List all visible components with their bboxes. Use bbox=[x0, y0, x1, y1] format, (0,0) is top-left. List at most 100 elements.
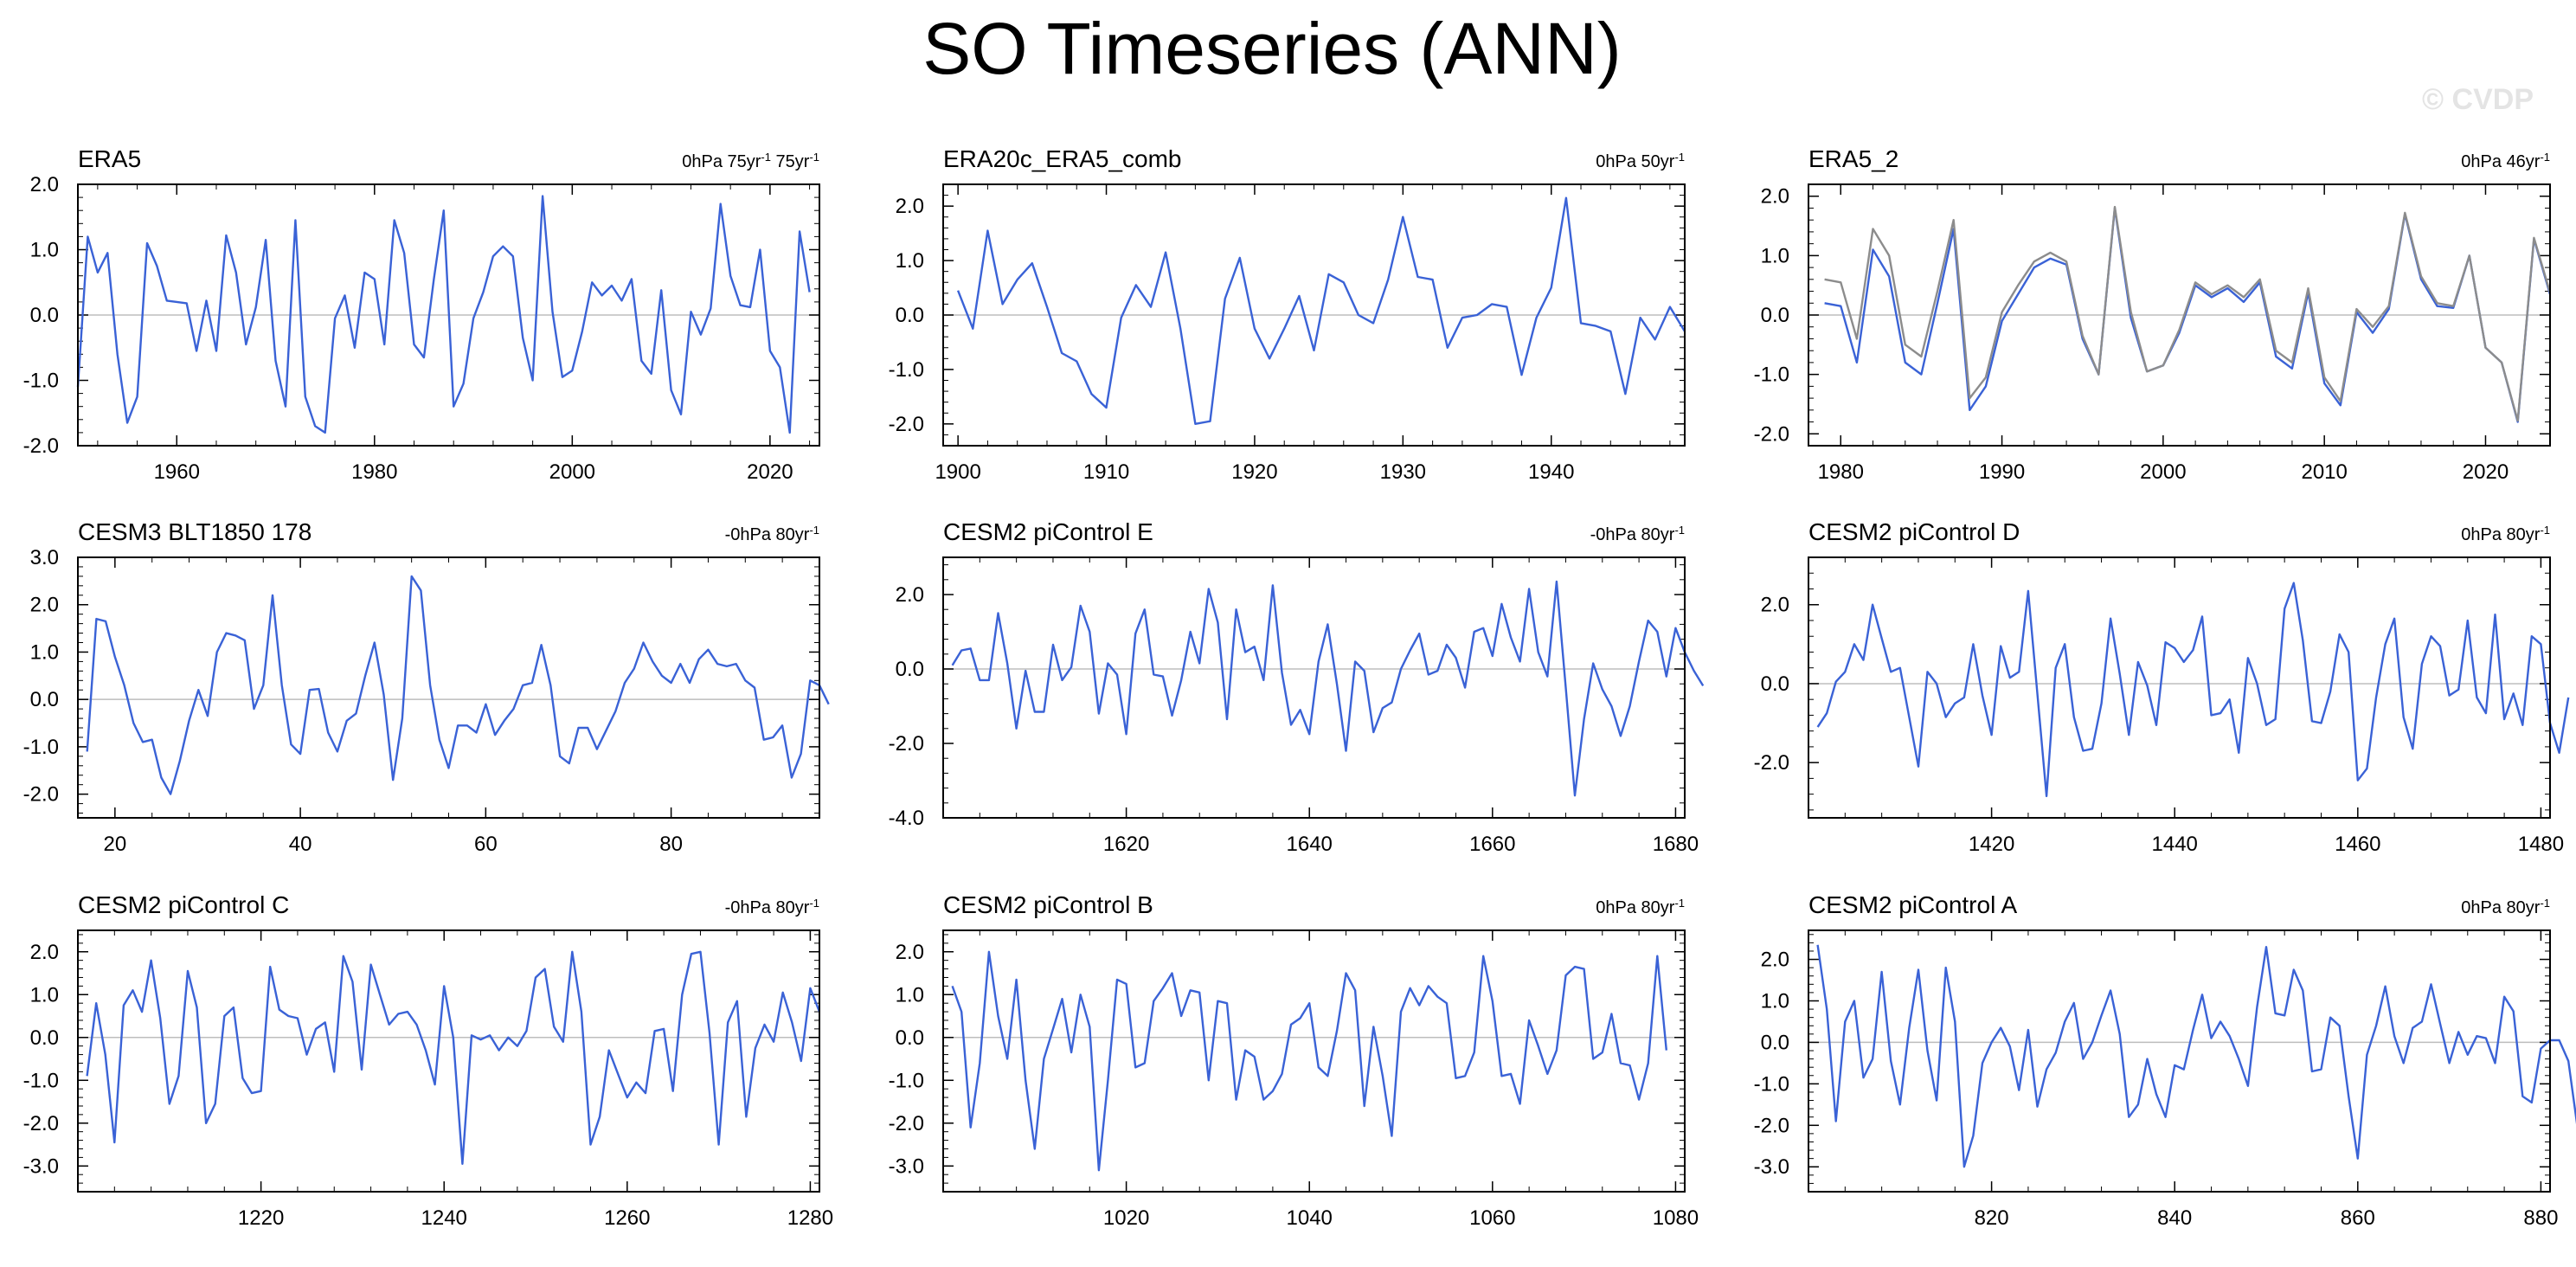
y-tick-label: -2.0 bbox=[889, 732, 924, 756]
x-tick-label: 1480 bbox=[2518, 833, 2564, 856]
y-tick-label: -1.0 bbox=[23, 736, 59, 759]
x-tick-label: 2020 bbox=[2463, 460, 2509, 484]
y-tick-label: 2.0 bbox=[1761, 185, 1789, 209]
y-tick-label: -2.0 bbox=[1754, 751, 1789, 775]
series-line-1 bbox=[951, 580, 1705, 797]
series-line-2 bbox=[1824, 205, 2552, 422]
panel-right-label-superscript: -1 bbox=[1674, 151, 1685, 164]
panel-right-label-text: -0hPa 80yr bbox=[725, 525, 810, 544]
y-tick-label: 1.0 bbox=[30, 640, 59, 664]
panel-right-label: 0hPa 75yr-1 75yr-1 bbox=[682, 151, 819, 172]
figure-title: SO Timeseries (ANN) bbox=[922, 8, 1621, 89]
panel-title: CESM2 piControl A bbox=[1808, 891, 2018, 918]
y-tick-label: 0.0 bbox=[1761, 1031, 1789, 1054]
x-tick-label: 1920 bbox=[1231, 460, 1277, 484]
y-tick-label: 2.0 bbox=[30, 173, 59, 196]
y-tick-label: 1.0 bbox=[30, 983, 59, 1007]
y-tick-label: -2.0 bbox=[1754, 1114, 1789, 1137]
x-tick-label: 2020 bbox=[747, 460, 793, 484]
x-tick-label: 1260 bbox=[604, 1206, 650, 1230]
plot-frame bbox=[77, 183, 820, 447]
panel-right-label-text: 0hPa 50yr bbox=[1596, 152, 1675, 171]
panel-title: CESM3 BLT1850 178 bbox=[78, 518, 312, 545]
panel-right-label-text: 0hPa 80yr bbox=[2461, 525, 2541, 544]
panel-8: CESM2 piControl B 0hPa 80yr-1 1020 1040 1060… bbox=[889, 891, 1699, 1230]
x-tick-label: 1680 bbox=[1653, 833, 1699, 856]
y-tick-label: 0.0 bbox=[896, 1026, 924, 1050]
panel-5: CESM2 piControl E -0hPa 80yr-1 1620 1640 166… bbox=[889, 518, 1705, 856]
x-tick-label: 880 bbox=[2523, 1206, 2558, 1230]
panel-4: CESM3 BLT1850 178 -0hPa 80yr-1 20 40 60 80 -2.… bbox=[23, 518, 830, 856]
panel-right-label: 0hPa 46yr-1 bbox=[2461, 151, 2550, 172]
x-tick-label: 2000 bbox=[549, 460, 595, 484]
x-tick-label: 1220 bbox=[238, 1206, 284, 1230]
x-tick-label: 1660 bbox=[1469, 833, 1515, 856]
y-tick-label: 1.0 bbox=[896, 249, 924, 273]
y-tick-label: -3.0 bbox=[889, 1154, 924, 1178]
watermark: © CVDP bbox=[2422, 83, 2534, 116]
panel-right-label-superscript: -1 bbox=[1674, 524, 1685, 537]
x-tick-label: 840 bbox=[2157, 1206, 2192, 1230]
panel-title: CESM2 piControl D bbox=[1808, 518, 2020, 545]
panel-title: ERA5 bbox=[78, 145, 141, 172]
y-tick-label: 2.0 bbox=[30, 941, 59, 964]
y-tick-label: -3.0 bbox=[23, 1154, 59, 1178]
panel-title: CESM2 piControl B bbox=[943, 891, 1153, 918]
y-tick-label: 3.0 bbox=[30, 546, 59, 569]
y-tick-label: 2.0 bbox=[896, 583, 924, 607]
x-tick-label: 1240 bbox=[421, 1206, 467, 1230]
x-tick-label: 1420 bbox=[1969, 833, 2014, 856]
panel-right-label-text: 75yr bbox=[771, 152, 810, 171]
plot-frame bbox=[77, 556, 820, 819]
panel-right-label-text: 0hPa 46yr bbox=[2461, 152, 2541, 171]
y-tick-label: 0.0 bbox=[1761, 304, 1789, 327]
y-tick-label: -1.0 bbox=[23, 1069, 59, 1092]
x-tick-label: 1040 bbox=[1287, 1206, 1333, 1230]
x-tick-label: 1280 bbox=[787, 1206, 833, 1230]
x-tick-label: 1020 bbox=[1103, 1206, 1149, 1230]
y-tick-label: -1.0 bbox=[23, 370, 59, 393]
y-tick-label: 1.0 bbox=[1761, 244, 1789, 267]
panel-3: ERA5_2 0hPa 46yr-1 1980 1990 2000 2010 2020 -2.… bbox=[1754, 145, 2552, 484]
y-tick-label: -2.0 bbox=[889, 413, 924, 436]
x-tick-label: 1460 bbox=[2335, 833, 2380, 856]
y-tick-label: -2.0 bbox=[23, 1112, 59, 1135]
y-tick-label: 0.0 bbox=[1761, 672, 1789, 696]
x-tick-label: 1910 bbox=[1083, 460, 1129, 484]
y-tick-label: -4.0 bbox=[889, 807, 924, 830]
x-tick-label: 1930 bbox=[1380, 460, 1426, 484]
y-tick-label: 2.0 bbox=[896, 195, 924, 218]
y-tick-label: 1.0 bbox=[30, 239, 59, 262]
y-tick-label: 2.0 bbox=[30, 594, 59, 617]
y-tick-label: -1.0 bbox=[1754, 363, 1789, 387]
x-tick-label: 2000 bbox=[2140, 460, 2186, 484]
y-tick-label: -2.0 bbox=[23, 434, 59, 458]
y-tick-label: 0.0 bbox=[30, 304, 59, 327]
x-tick-label: 1980 bbox=[351, 460, 397, 484]
panel-6: CESM2 piControl D 0hPa 80yr-1 1420 1440 1460… bbox=[1754, 518, 2570, 856]
panel-right-label: 0hPa 80yr-1 bbox=[1596, 897, 1685, 918]
x-tick-label: 80 bbox=[659, 833, 683, 856]
y-tick-label: 0.0 bbox=[896, 658, 924, 681]
series-line-1 bbox=[951, 950, 1667, 1172]
y-tick-label: -1.0 bbox=[889, 358, 924, 382]
panel-right-label-text: -0hPa 80yr bbox=[1590, 525, 1675, 544]
plot-frame bbox=[1808, 929, 2551, 1193]
x-tick-label: 40 bbox=[289, 833, 312, 856]
x-tick-label: 60 bbox=[474, 833, 498, 856]
panel-7: CESM2 piControl C -0hPa 80yr-1 1220 1240 126… bbox=[23, 891, 833, 1230]
y-tick-label: 0.0 bbox=[30, 1026, 59, 1050]
panel-9: CESM2 piControl A 0hPa 80yr-1 820 840 860 880… bbox=[1754, 891, 2576, 1230]
x-tick-label: 1640 bbox=[1287, 833, 1333, 856]
panel-right-label-superscript: -1 bbox=[761, 151, 771, 164]
x-tick-label: 1980 bbox=[1818, 460, 1864, 484]
y-tick-label: 2.0 bbox=[896, 941, 924, 964]
y-tick-label: -2.0 bbox=[1754, 422, 1789, 446]
panel-right-label-text: -0hPa 80yr bbox=[725, 898, 810, 917]
panel-right-label-text: 0hPa 80yr bbox=[2461, 898, 2541, 917]
y-tick-label: -2.0 bbox=[23, 783, 59, 807]
series-line-1 bbox=[956, 196, 1686, 425]
